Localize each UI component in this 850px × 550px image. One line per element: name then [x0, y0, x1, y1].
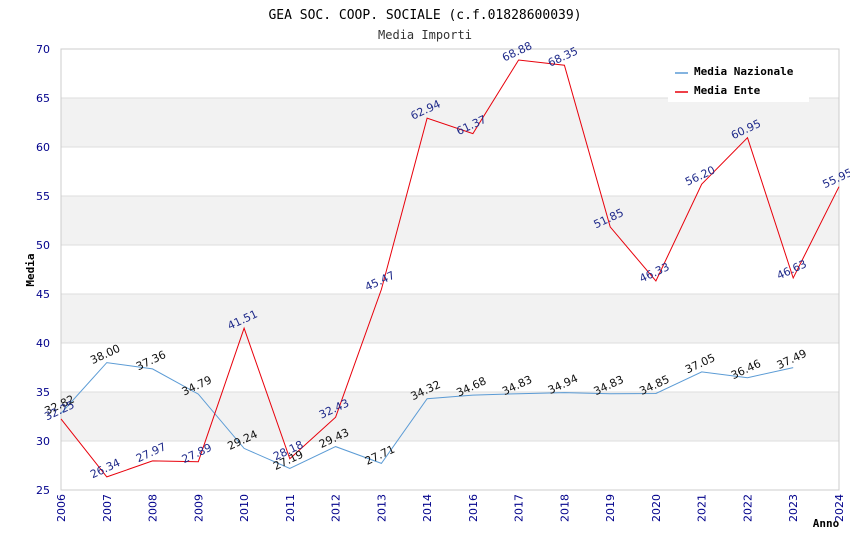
- x-tick-label: 2010: [238, 494, 251, 522]
- x-tick-label: 2011: [284, 494, 297, 522]
- y-axis-ticks: 25 30 35 40 45 50 55 60 65 70: [36, 43, 50, 497]
- x-tick-label: 2013: [375, 494, 388, 522]
- plot-band: [61, 245, 839, 294]
- plot-area: [60, 48, 840, 491]
- x-tick-label: 2006: [55, 494, 68, 522]
- x-tick-label: 2012: [330, 494, 343, 522]
- y-tick-label: 35: [36, 386, 50, 399]
- legend-label-media-nazionale: Media Nazionale: [694, 65, 794, 78]
- x-tick-label: 2008: [147, 494, 160, 522]
- x-tick-label: 2009: [192, 494, 205, 522]
- chart-title: GEA SOC. COOP. SOCIALE (c.f.01828600039): [268, 8, 581, 23]
- y-tick-label: 55: [36, 190, 50, 203]
- x-tick-label: 2020: [650, 494, 663, 522]
- plot-band: [61, 147, 839, 196]
- plot-band: [61, 196, 839, 245]
- y-tick-label: 40: [36, 337, 50, 350]
- x-tick-label: 2018: [558, 494, 571, 522]
- plot-bands: [61, 49, 839, 490]
- y-tick-label: 25: [36, 484, 50, 497]
- plot-band: [61, 441, 839, 490]
- x-tick-label: 2017: [513, 494, 526, 522]
- x-tick-label: 2021: [696, 494, 709, 522]
- y-axis-label: Media: [24, 253, 37, 286]
- y-tick-label: 65: [36, 92, 50, 105]
- y-tick-label: 30: [36, 435, 50, 448]
- y-tick-label: 70: [36, 43, 50, 56]
- x-tick-label: 2024: [833, 494, 846, 522]
- x-tick-label: 2014: [421, 494, 434, 522]
- series-line-media-ente: [60, 59, 840, 478]
- x-tick-label: 2022: [741, 494, 754, 522]
- series-lines: [60, 59, 840, 478]
- plot-band: [61, 98, 839, 147]
- series-line-media-nazionale: [60, 362, 794, 470]
- x-axis-ticks: 2006 2007 2008 2009 2010 2011 2012 2013 2014 2016…: [55, 494, 846, 522]
- x-tick-label: 2016: [467, 494, 480, 522]
- x-tick-label: 2023: [787, 494, 800, 522]
- y-tick-label: 45: [36, 288, 50, 301]
- x-axis-label: Anno: [813, 517, 840, 530]
- legend: Media Nazionale Media Ente: [668, 60, 809, 102]
- chart-subtitle: Media Importi: [378, 28, 472, 42]
- plot-band: [61, 294, 839, 343]
- legend-box: [668, 60, 809, 102]
- plot-band: [61, 343, 839, 392]
- y-tick-label: 50: [36, 239, 50, 252]
- plot-band: [61, 392, 839, 441]
- legend-label-media-ente: Media Ente: [694, 84, 761, 97]
- x-tick-label: 2019: [604, 494, 617, 522]
- x-tick-label: 2007: [101, 494, 114, 522]
- y-tick-label: 60: [36, 141, 50, 154]
